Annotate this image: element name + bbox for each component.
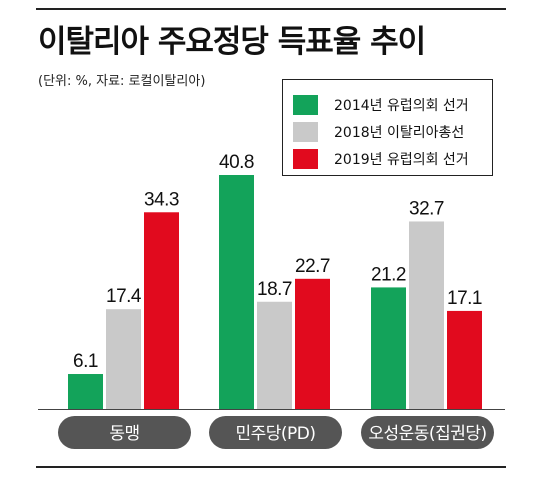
category-pill-pd [209,416,342,449]
value-label-dongmaeng-2014: 6.1 [73,351,98,372]
legend-swatch-2014 [293,95,318,115]
value-label-pd-2014: 40.8 [219,152,254,173]
legend-label-2014: 2014년 유럽의회 선거 [334,98,469,114]
category-label-pd: 민주당(PD) [235,424,315,444]
value-label-pd-2018: 18.7 [257,279,292,300]
bar-dongmaeng-2018 [106,309,141,409]
value-label-dongmaeng-2019: 34.3 [144,189,179,210]
value-label-m5s-2014: 21.2 [371,264,406,285]
legend-swatch-2019 [293,149,318,169]
bar-dongmaeng-2019 [144,212,179,409]
value-label-pd-2019: 22.7 [295,256,330,277]
value-label-m5s-2019: 17.1 [447,288,482,309]
legend: 2014년 유럽의회 선거 2018년 이탈리아총선 2019년 유럽의회 선거 [282,79,493,176]
bar-pd-2014 [219,175,254,409]
category-pill-dongmaeng [58,416,191,449]
legend-swatch-2018 [293,122,318,142]
bar-pd-2019 [295,278,330,409]
top-rule [36,8,506,10]
bar-m5s-2019 [447,310,482,409]
chart-title: 이탈리아 주요정당 득표율 추이 [38,24,426,60]
value-label-dongmaeng-2018: 17.4 [106,286,142,307]
legend-item-2014: 2014년 유럽의회 선거 [293,94,469,116]
bar-m5s-2018 [409,221,444,409]
value-label-m5s-2018: 32.7 [409,198,444,219]
legend-item-2019: 2019년 유럽의회 선거 [293,148,469,170]
bar-pd-2018 [257,301,292,409]
category-label-m5s: 오성운동(집권당) [368,424,486,444]
category-label-dongmaeng: 동맹 [109,424,139,444]
legend-label-2019: 2019년 유럽의회 선거 [334,152,469,168]
legend-item-2018: 2018년 이탈리아총선 [293,121,464,143]
category-pill-m5s [361,416,494,449]
bar-dongmaeng-2014 [68,374,103,409]
legend-label-2018: 2018년 이탈리아총선 [334,125,465,141]
bar-m5s-2014 [371,287,406,409]
chart-subtitle: (단위: %, 자료: 로컬이탈리아) [38,74,206,89]
